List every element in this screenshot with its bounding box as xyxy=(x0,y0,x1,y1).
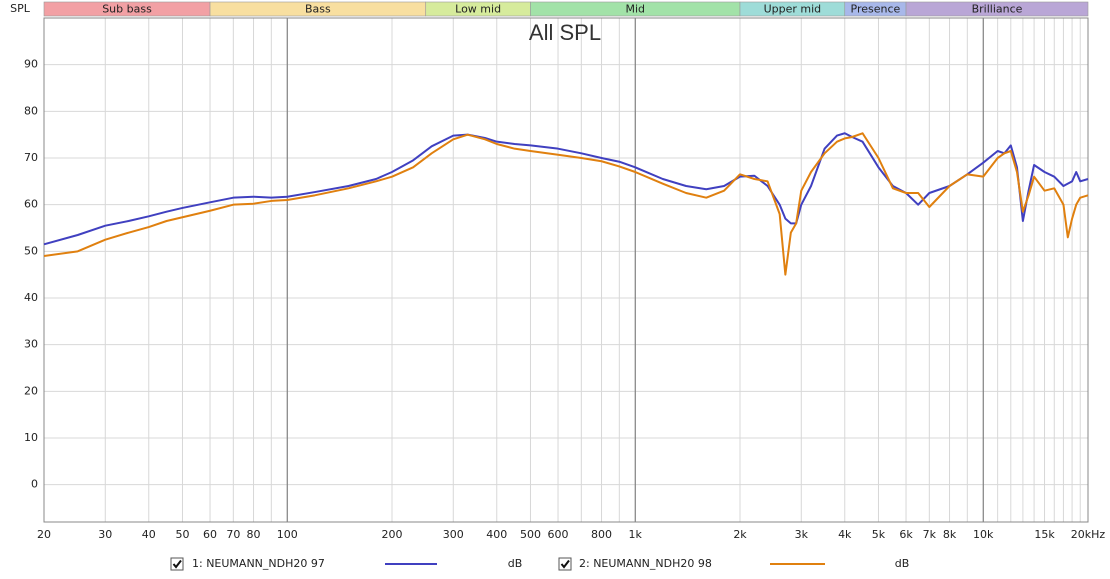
lines xyxy=(43,132,1089,276)
x-tick-label: 1k xyxy=(629,528,643,541)
band-label: Brilliance xyxy=(972,3,1023,16)
series-line xyxy=(43,132,1089,276)
x-tick-label: 70 xyxy=(226,528,240,541)
band-label: Low mid xyxy=(455,3,501,16)
checkbox-box[interactable] xyxy=(558,557,572,571)
band-label: Presence xyxy=(851,3,901,16)
x-tick-label: 7k xyxy=(923,528,937,541)
y-tick-label: 80 xyxy=(24,104,38,117)
checkbox-check[interactable] xyxy=(560,559,570,569)
labels: 0 10 20 30 40 50 60 70 80 90 20 30 40 50 60 70 80 100 200 3… xyxy=(24,58,1105,541)
y-tick-label: 40 xyxy=(24,291,38,304)
x-tick-label: 400 xyxy=(486,528,507,541)
x-tick-label: 800 xyxy=(591,528,612,541)
x-tick-label: 6k xyxy=(899,528,913,541)
band-label: Sub bass xyxy=(102,3,152,16)
x-tick-label: 60 xyxy=(203,528,217,541)
x-tick-label: 40 xyxy=(142,528,156,541)
legend-unit: dB xyxy=(895,557,910,570)
y-tick-label: 70 xyxy=(24,151,38,164)
y-tick-label: 60 xyxy=(24,198,38,211)
x-tick-label: 2k xyxy=(733,528,747,541)
checkbox-box[interactable] xyxy=(170,557,184,571)
x-tick-label: 4k xyxy=(838,528,852,541)
x-tick-label: 20kHz xyxy=(1071,528,1106,541)
band-label: Mid xyxy=(625,3,645,16)
y-tick-label: 90 xyxy=(24,58,38,71)
y-tick-label: 20 xyxy=(24,384,38,397)
x-tick-label: 300 xyxy=(443,528,464,541)
chart-title: All SPL xyxy=(529,20,601,45)
legend-checkbox[interactable] xyxy=(170,557,184,571)
x-tick-label: 8k xyxy=(943,528,957,541)
band-label: Bass xyxy=(305,3,331,16)
legend-label[interactable]: 2: NEUMANN_NDH20 98 xyxy=(579,557,712,570)
x-tick-label: 600 xyxy=(548,528,569,541)
x-tick-label: 15k xyxy=(1034,528,1055,541)
x-tick-label: 5k xyxy=(872,528,886,541)
y-tick-label: 0 xyxy=(31,478,38,491)
y-tick-label: 10 xyxy=(24,431,38,444)
legend-unit: dB xyxy=(508,557,523,570)
x-tick-label: 500 xyxy=(520,528,541,541)
y-tick-label: 50 xyxy=(24,244,38,257)
x-tick-label: 200 xyxy=(382,528,403,541)
grid xyxy=(43,18,1089,522)
checkbox-check[interactable] xyxy=(172,559,182,569)
band xyxy=(905,1,1089,17)
y-axis-label: SPL xyxy=(10,2,31,15)
x-tick-label: 10k xyxy=(973,528,994,541)
x-tick-label: 50 xyxy=(175,528,189,541)
legend-label[interactable]: 1: NEUMANN_NDH20 97 xyxy=(192,557,325,570)
y-tick-label: 30 xyxy=(24,338,38,351)
x-tick-label: 100 xyxy=(277,528,298,541)
x-tick-label: 3k xyxy=(795,528,809,541)
x-tick-label: 30 xyxy=(98,528,112,541)
plot-frame xyxy=(43,17,1089,523)
x-tick-label: 80 xyxy=(247,528,261,541)
band-label: Upper mid xyxy=(764,3,822,16)
legend-checkbox[interactable] xyxy=(558,557,572,571)
x-tick-label: 20 xyxy=(37,528,51,541)
